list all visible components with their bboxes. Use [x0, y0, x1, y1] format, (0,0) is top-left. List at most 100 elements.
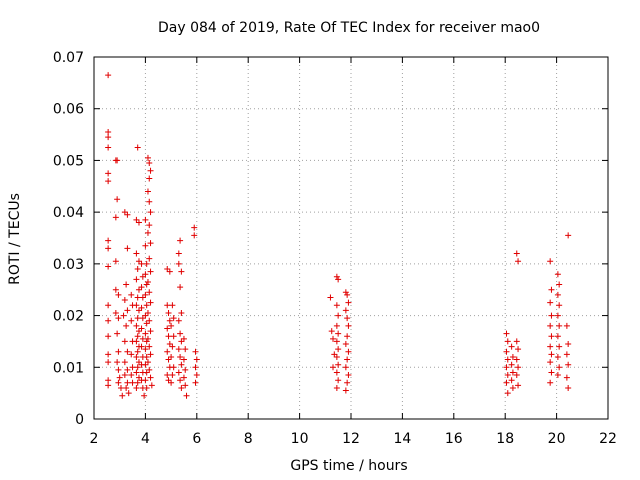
- data-point: [175, 369, 182, 376]
- data-point: [345, 299, 352, 306]
- data-point: [509, 369, 516, 376]
- data-point: [504, 338, 511, 345]
- data-point: [333, 384, 340, 391]
- data-point: [105, 144, 112, 151]
- data-point: [513, 338, 520, 345]
- data-point: [138, 284, 145, 291]
- data-point: [105, 134, 112, 141]
- data-point: [509, 384, 516, 391]
- data-point: [139, 315, 146, 322]
- data-point: [192, 364, 199, 371]
- data-point: [342, 307, 349, 314]
- data-point: [547, 379, 554, 386]
- data-point: [124, 245, 131, 252]
- data-point: [105, 317, 112, 324]
- data-point: [177, 237, 184, 244]
- data-point: [169, 302, 176, 309]
- data-point: [121, 372, 128, 379]
- data-point: [548, 333, 555, 340]
- grid: [94, 57, 608, 419]
- y-tick-label: 0.01: [53, 360, 84, 376]
- data-point: [503, 330, 510, 337]
- data-point: [168, 353, 175, 360]
- y-tick-label: 0.05: [53, 153, 84, 169]
- data-point: [515, 258, 522, 265]
- data-point: [115, 348, 122, 355]
- data-point: [175, 260, 182, 267]
- data-point: [124, 211, 131, 218]
- data-point: [335, 312, 342, 319]
- data-point: [142, 291, 149, 298]
- data-point: [548, 286, 555, 293]
- data-point: [556, 364, 563, 371]
- data-point: [563, 322, 570, 329]
- data-point: [344, 333, 351, 340]
- data-point: [344, 356, 351, 363]
- data-point: [121, 297, 128, 304]
- data-point: [144, 309, 151, 316]
- data-point: [105, 237, 112, 244]
- data-point: [135, 307, 142, 314]
- data-point: [105, 302, 112, 309]
- data-point: [333, 302, 340, 309]
- data-point: [128, 317, 135, 324]
- data-point: [547, 299, 554, 306]
- data-point: [548, 312, 555, 319]
- data-point: [134, 315, 141, 322]
- data-point: [134, 144, 141, 151]
- data-point: [177, 353, 184, 360]
- data-point: [344, 291, 351, 298]
- data-point: [112, 258, 119, 265]
- data-point: [134, 266, 141, 273]
- data-point: [143, 338, 150, 345]
- data-point: [129, 379, 136, 386]
- data-point: [138, 304, 145, 311]
- data-point: [114, 196, 121, 203]
- data-point: [146, 343, 153, 350]
- data-point: [513, 356, 520, 363]
- x-tick-label: 12: [342, 431, 360, 447]
- data-point: [554, 353, 561, 360]
- x-tick-label: 14: [393, 431, 411, 447]
- data-point: [134, 364, 141, 371]
- data-point: [563, 374, 570, 381]
- x-tick-label: 6: [192, 431, 201, 447]
- data-point: [141, 392, 148, 399]
- data-point: [345, 322, 352, 329]
- data-point: [164, 302, 171, 309]
- data-point: [554, 312, 561, 319]
- data-point: [503, 379, 510, 386]
- data-point: [180, 356, 187, 363]
- data-point: [105, 178, 112, 185]
- data-point: [565, 341, 572, 348]
- data-point: [146, 317, 153, 324]
- data-point: [164, 266, 171, 273]
- data-point: [142, 242, 149, 249]
- data-point: [143, 384, 150, 391]
- data-point: [119, 392, 126, 399]
- data-point: [147, 209, 154, 216]
- data-point: [548, 351, 555, 358]
- data-point: [105, 382, 112, 389]
- y-tick-label: 0.03: [53, 257, 84, 273]
- data-point: [148, 382, 155, 389]
- data-point: [133, 322, 140, 329]
- data-point: [192, 348, 199, 355]
- data-point: [144, 335, 151, 342]
- data-point: [504, 372, 511, 379]
- data-point: [146, 366, 153, 373]
- data-point: [168, 322, 175, 329]
- data-point: [513, 372, 520, 379]
- data-point: [143, 320, 150, 327]
- data-point: [121, 359, 128, 366]
- data-point: [105, 377, 112, 384]
- data-point: [120, 312, 127, 319]
- x-axis-label: GPS time / hours: [290, 458, 407, 474]
- data-point: [169, 372, 176, 379]
- data-point: [170, 315, 177, 322]
- x-tick-label: 4: [141, 431, 150, 447]
- data-point: [124, 366, 131, 373]
- chart-title: Day 084 of 2019, Rate Of TEC Index for r…: [158, 20, 540, 36]
- data-point: [565, 361, 572, 368]
